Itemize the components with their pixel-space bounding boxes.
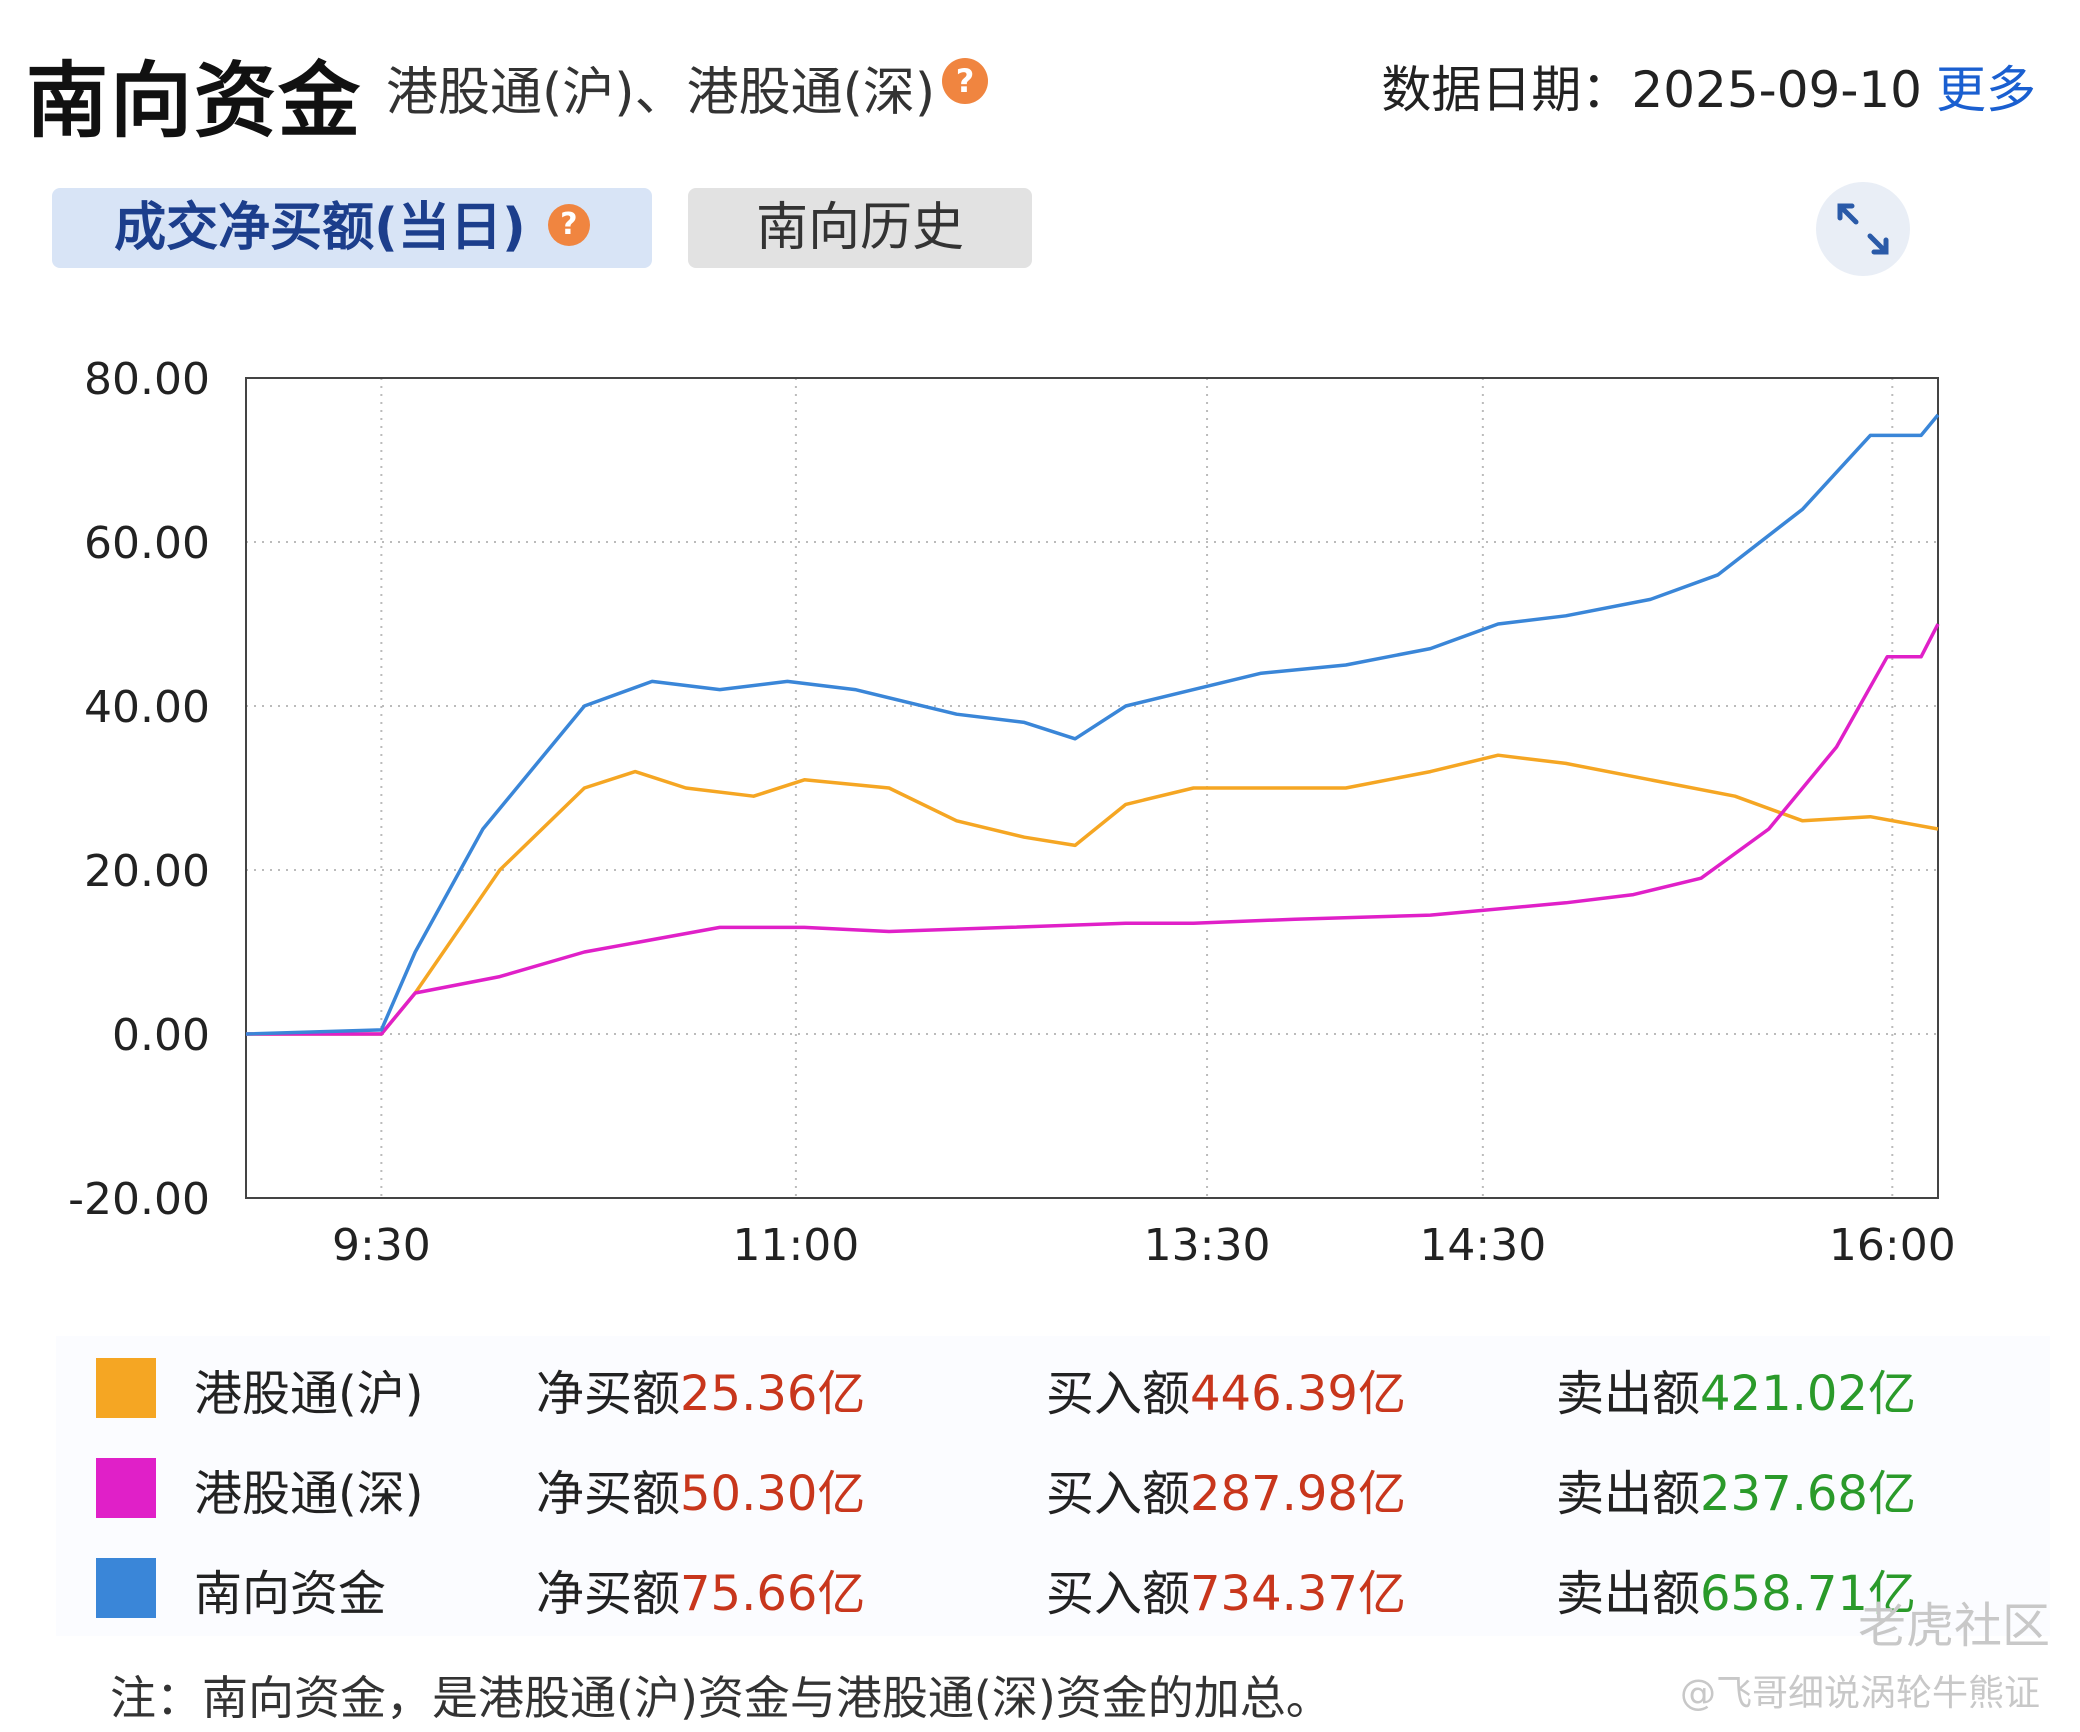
- legend-row: 南向资金 净买额75.66亿 买入额734.37亿 卖出额658.71亿: [56, 1536, 2050, 1636]
- legend-row: 港股通(沪) 净买额25.36亿 买入额446.39亿 卖出额421.02亿: [56, 1336, 2050, 1436]
- data-date-label: 数据日期：: [1381, 61, 1632, 119]
- legend-buy-amount: 买入额734.37亿: [1046, 1566, 1406, 1622]
- tab-net-buy-today-label: 成交净买额(当日): [114, 198, 526, 258]
- watermark-brand: 老虎社区: [1857, 1598, 2050, 1654]
- legend-net-buy: 净买额25.36亿: [536, 1366, 866, 1422]
- legend-buy-amount: 买入额446.39亿: [1046, 1366, 1406, 1422]
- y-tick-label: 40.00: [84, 682, 210, 733]
- y-tick-label: 0.00: [112, 1010, 210, 1061]
- question-circle-icon[interactable]: ?: [547, 204, 590, 246]
- page-title: 南向资金: [26, 54, 363, 149]
- legend-table: 港股通(沪) 净买额25.36亿 买入额446.39亿 卖出额421.02亿 港…: [56, 1336, 2050, 1636]
- legend-sell-amount: 卖出额658.71亿: [1556, 1566, 1916, 1622]
- y-tick-label: -20.00: [68, 1174, 210, 1225]
- legend-sell-amount: 卖出额237.68亿: [1556, 1466, 1916, 1522]
- page-subtitle: 港股通(沪)、港股通(深): [386, 63, 936, 123]
- watermark-author: @飞哥细说涡轮牛熊证: [1679, 1673, 2040, 1714]
- legend-swatch: [96, 1358, 156, 1418]
- data-date: 数据日期：2025-09-10 更多: [1381, 50, 2036, 122]
- series-line: [245, 413, 1940, 1036]
- legend-series-name: 南向资金: [194, 1566, 387, 1622]
- legend-series-name: 港股通(深): [194, 1466, 424, 1522]
- y-tick-label: 20.00: [84, 846, 210, 897]
- more-link[interactable]: 更多: [1936, 61, 2036, 119]
- net-buy-chart: -20.00 0.00 20.00 40.00 60.00 80.00 9:30 11:00 1…: [68, 354, 1956, 1271]
- series-line: [246, 623, 1940, 1036]
- legend-swatch: [96, 1558, 156, 1618]
- x-tick-label: 9:30: [332, 1220, 431, 1271]
- tab-southbound-history[interactable]: 南向历史: [688, 188, 1032, 268]
- x-tick-label: 13:30: [1144, 1220, 1271, 1271]
- expand-arrows-icon: [1837, 203, 1889, 255]
- tab-net-buy-today[interactable]: 成交净买额(当日) ?: [52, 188, 652, 268]
- y-tick-label: 60.00: [84, 518, 210, 569]
- legend-row: 港股通(深) 净买额50.30亿 买入额287.98亿 卖出额237.68亿: [56, 1436, 2050, 1536]
- grid-layer: [246, 378, 1938, 1198]
- axis-layer: -20.00 0.00 20.00 40.00 60.00 80.00 9:30 11:00 1…: [68, 354, 1956, 1271]
- header: 南向资金 港股通(沪)、港股通(深) ? 数据日期：2025-09-10 更多: [26, 28, 2036, 149]
- question-circle-icon[interactable]: ?: [942, 58, 988, 104]
- legend-net-buy: 净买额75.66亿: [536, 1566, 866, 1622]
- plot-frame: [245, 377, 1939, 1199]
- expand-button[interactable]: [1816, 182, 1910, 276]
- x-tick-label: 16:00: [1829, 1220, 1956, 1271]
- footnote: 注：南向资金，是港股通(沪)资金与港股通(深)资金的加总。: [110, 1671, 1332, 1725]
- legend-buy-amount: 买入额287.98亿: [1046, 1466, 1406, 1522]
- y-tick-label: 80.00: [84, 354, 210, 405]
- data-date-value: 2025-09-10: [1631, 61, 1922, 119]
- x-tick-label: 11:00: [732, 1220, 859, 1271]
- legend-net-buy: 净买额50.30亿: [536, 1466, 866, 1522]
- legend-series-name: 港股通(沪): [194, 1366, 424, 1422]
- series-line: [246, 753, 1939, 1036]
- series-layer: [245, 413, 1940, 1036]
- legend-sell-amount: 卖出额421.02亿: [1556, 1366, 1916, 1422]
- x-tick-label: 14:30: [1419, 1220, 1546, 1271]
- legend-swatch: [96, 1458, 156, 1518]
